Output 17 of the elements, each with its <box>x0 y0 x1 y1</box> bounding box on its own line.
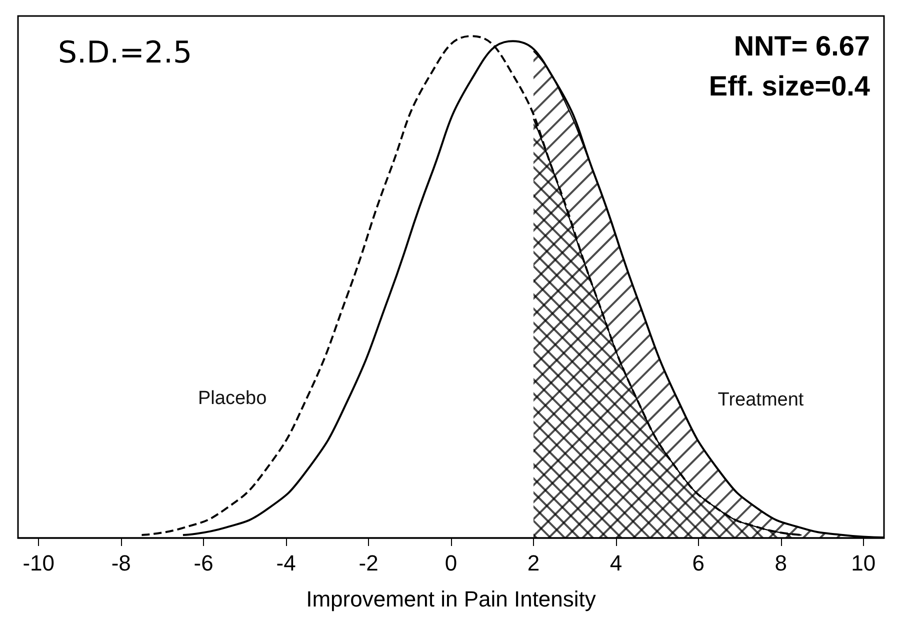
x-tick-label: 10 <box>851 550 876 576</box>
annotation: Eff. size=0.4 <box>708 70 870 102</box>
x-tick-label: 4 <box>610 550 622 576</box>
annotation: NNT= 6.67 <box>734 30 870 62</box>
x-tick-label: 2 <box>527 550 540 576</box>
x-tick-label: -2 <box>358 550 378 576</box>
x-tick-label: -4 <box>276 550 296 576</box>
series-label: Placebo <box>198 388 267 409</box>
x-tick-label: -10 <box>22 550 55 576</box>
x-axis-title: Improvement in Pain Intensity <box>306 586 596 612</box>
x-tick-label: -8 <box>111 550 131 576</box>
series-label: Treatment <box>718 389 804 410</box>
annotation: S.D.=2.5 <box>58 36 192 70</box>
x-tick-label: 6 <box>692 550 705 576</box>
x-tick-label: 0 <box>444 550 458 576</box>
x-tick-label: 8 <box>774 550 788 576</box>
x-tick-label: -6 <box>194 550 214 576</box>
